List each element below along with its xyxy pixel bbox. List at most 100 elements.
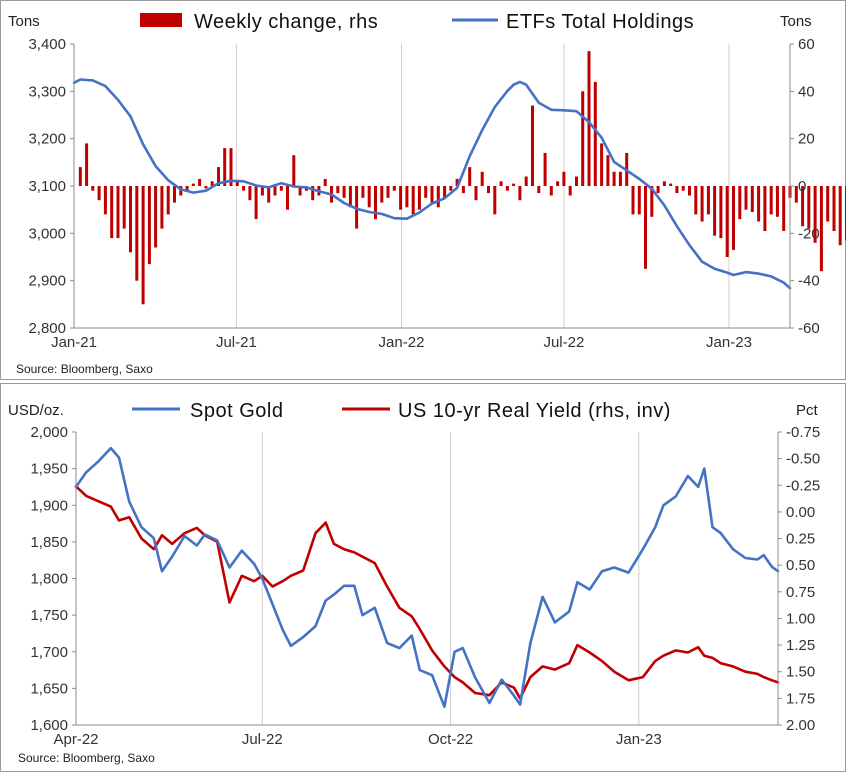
weekly-change-bar [637, 186, 641, 215]
right-tick-label: 1.50 [786, 664, 815, 681]
left-tick-label: 1,750 [30, 607, 68, 624]
weekly-change-bar [562, 171, 566, 186]
weekly-change-bar [706, 186, 710, 215]
left-tick-label: 2,900 [28, 273, 66, 290]
x-tick-label: Apr-22 [53, 731, 98, 748]
left-tick-label: 3,100 [28, 178, 66, 195]
weekly-change-bar [801, 186, 805, 227]
axis-layer: Apr-22 Jul-22 Oct-22 Jan-23 1,600 1,650 1,700 1… [30, 424, 820, 748]
weekly-change-bar [210, 181, 214, 186]
weekly-change-bar [819, 186, 823, 272]
right-tick-label: 0.00 [786, 504, 815, 521]
weekly-change-bar [600, 143, 604, 186]
right-tick-label: -0.25 [786, 477, 820, 494]
weekly-change-bar [374, 186, 377, 220]
gold-vs-real-yield-chart: Apr-22 Jul-22 Oct-22 Jan-23 1,600 1,650 1,700 1… [0, 383, 846, 772]
weekly-change-bar [185, 186, 189, 191]
weekly-change-bar [436, 186, 440, 208]
weekly-change-bar [757, 186, 761, 222]
weekly-change-bar [832, 186, 836, 231]
weekly-change-bar [688, 186, 691, 196]
chart-frame [0, 0, 846, 380]
left-tick-label: 2,800 [28, 320, 66, 337]
weekly-change-bar [122, 186, 126, 229]
weekly-change-bar [719, 186, 723, 239]
weekly-change-bar [681, 186, 685, 191]
weekly-change-bar [417, 186, 421, 210]
right-tick-label: 40 [798, 83, 815, 100]
weekly-change-bar [85, 143, 89, 186]
weekly-change-bar [618, 171, 622, 186]
weekly-change-bar [399, 186, 403, 210]
weekly-change-bar [286, 186, 289, 210]
weekly-change-bar [361, 186, 365, 198]
x-tick-label: Jan-23 [616, 731, 662, 748]
weekly-change-bar [166, 186, 170, 215]
left-tick-label: 1,650 [30, 680, 68, 697]
weekly-change-bar [147, 186, 151, 265]
weekly-change-bar [725, 186, 729, 257]
weekly-change-bar [217, 167, 220, 186]
weekly-change-bar [656, 186, 660, 194]
left-tick-label: 3,000 [28, 225, 66, 242]
weekly-change-bar [367, 186, 371, 208]
weekly-change-bar [775, 186, 779, 217]
x-tick-label: Jan-22 [379, 334, 425, 351]
weekly-change-bar [575, 176, 578, 186]
weekly-change-bar [198, 178, 202, 186]
weekly-change-bar [78, 167, 82, 186]
weekly-change-bar [430, 186, 434, 203]
weekly-change-bar [235, 181, 239, 186]
weekly-change-bar [279, 186, 283, 191]
weekly-change-bar [807, 186, 811, 229]
right-tick-label: 1.75 [786, 690, 815, 707]
x-tick-label: Jul-22 [543, 334, 584, 351]
weekly-change-bar [468, 167, 472, 186]
weekly-change-bar [173, 186, 176, 203]
weekly-change-bar [248, 186, 252, 201]
axis-layer: Jan-21 Jul-21 Jan-22 Jul-22 Jan-23 2,800 2,900… [28, 36, 819, 351]
weekly-change-bar [713, 186, 717, 236]
right-tick-label: -40 [798, 273, 820, 290]
weekly-change-bar [342, 186, 346, 198]
right-tick-label: 1.00 [786, 610, 815, 627]
legend-swatch-weekly-change [140, 13, 182, 27]
x-tick-label: Jul-22 [242, 731, 283, 748]
weekly-change-bar [135, 186, 139, 281]
weekly-change-bar [229, 148, 233, 186]
weekly-change-bar [129, 186, 132, 253]
weekly-change-bar [204, 186, 208, 189]
weekly-change-bar [179, 186, 183, 196]
left-tick-label: 1,850 [30, 534, 68, 551]
weekly-change-bar [273, 186, 277, 196]
holdings-line-layer [72, 78, 792, 290]
weekly-change-bar [461, 186, 465, 194]
right-tick-label: 0.25 [786, 531, 815, 548]
weekly-change-bar [606, 155, 610, 186]
weekly-change-bar [260, 186, 264, 196]
weekly-change-bar [838, 186, 842, 246]
right-tick-label: 60 [798, 36, 815, 53]
x-tick-label: Oct-22 [428, 731, 473, 748]
weekly-change-bar [631, 186, 635, 215]
weekly-change-bar [694, 186, 698, 215]
left-tick-label: 1,900 [30, 497, 68, 514]
weekly-change-bar [524, 176, 528, 186]
weekly-change-bar [738, 186, 742, 220]
weekly-change-bar [512, 183, 516, 186]
weekly-change-bar [568, 186, 572, 196]
weekly-change-bar [499, 181, 503, 186]
source-note: Source: Bloomberg, Saxo [16, 362, 153, 376]
grid-lines [75, 432, 640, 725]
weekly-change-bar [581, 91, 585, 186]
right-tick-label: -0.75 [786, 424, 820, 441]
weekly-change-bar [480, 171, 484, 186]
weekly-change-bar [700, 186, 704, 222]
weekly-change-bar [298, 186, 302, 196]
right-tick-label: -20 [798, 225, 820, 242]
weekly-change-bar [732, 186, 735, 250]
weekly-change-bar [110, 186, 114, 239]
right-tick-label: -0.50 [786, 451, 820, 468]
spot-gold-line [74, 446, 780, 709]
left-axis-unit: Tons [8, 13, 40, 30]
